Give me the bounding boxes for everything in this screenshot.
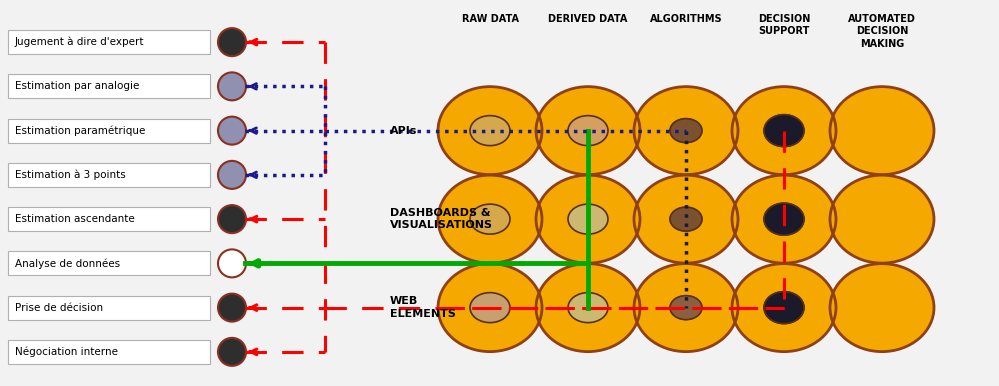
FancyBboxPatch shape bbox=[8, 119, 210, 142]
FancyBboxPatch shape bbox=[8, 74, 210, 98]
Ellipse shape bbox=[536, 86, 640, 174]
Ellipse shape bbox=[536, 264, 640, 352]
Text: DASHBOARDS &
VISUALISATIONS: DASHBOARDS & VISUALISATIONS bbox=[390, 208, 493, 230]
FancyBboxPatch shape bbox=[8, 30, 210, 54]
Text: Négociation interne: Négociation interne bbox=[15, 347, 118, 357]
Ellipse shape bbox=[470, 293, 510, 323]
Ellipse shape bbox=[670, 296, 702, 320]
Text: Prise de décision: Prise de décision bbox=[15, 303, 103, 313]
Text: Estimation ascendante: Estimation ascendante bbox=[15, 214, 135, 224]
Ellipse shape bbox=[438, 175, 542, 263]
Circle shape bbox=[219, 295, 245, 321]
Ellipse shape bbox=[568, 204, 608, 234]
Circle shape bbox=[219, 162, 245, 188]
Text: DECISION
SUPPORT: DECISION SUPPORT bbox=[758, 14, 810, 36]
Ellipse shape bbox=[830, 86, 934, 174]
Ellipse shape bbox=[764, 292, 804, 323]
Ellipse shape bbox=[830, 264, 934, 352]
Text: Estimation paramétrique: Estimation paramétrique bbox=[15, 125, 146, 136]
Ellipse shape bbox=[634, 264, 738, 352]
Text: AUTOMATED
DECISION
MAKING: AUTOMATED DECISION MAKING bbox=[848, 14, 916, 49]
FancyBboxPatch shape bbox=[8, 296, 210, 320]
Circle shape bbox=[219, 206, 245, 232]
Text: APIs: APIs bbox=[390, 125, 418, 135]
FancyBboxPatch shape bbox=[8, 251, 210, 275]
Ellipse shape bbox=[568, 116, 608, 146]
Text: Estimation à 3 points: Estimation à 3 points bbox=[15, 169, 126, 180]
Text: RAW DATA: RAW DATA bbox=[462, 14, 518, 24]
Ellipse shape bbox=[470, 204, 510, 234]
Text: Estimation par analogie: Estimation par analogie bbox=[15, 81, 140, 91]
Circle shape bbox=[219, 339, 245, 365]
Ellipse shape bbox=[438, 264, 542, 352]
Ellipse shape bbox=[634, 86, 738, 174]
Ellipse shape bbox=[634, 175, 738, 263]
Ellipse shape bbox=[568, 293, 608, 323]
FancyBboxPatch shape bbox=[8, 163, 210, 187]
Circle shape bbox=[219, 251, 245, 276]
Circle shape bbox=[219, 118, 245, 144]
Ellipse shape bbox=[764, 115, 804, 147]
Ellipse shape bbox=[732, 86, 836, 174]
Text: DERIVED DATA: DERIVED DATA bbox=[548, 14, 627, 24]
Ellipse shape bbox=[764, 203, 804, 235]
Ellipse shape bbox=[732, 264, 836, 352]
FancyBboxPatch shape bbox=[8, 340, 210, 364]
Ellipse shape bbox=[830, 175, 934, 263]
Ellipse shape bbox=[670, 207, 702, 231]
Circle shape bbox=[219, 29, 245, 55]
Ellipse shape bbox=[536, 175, 640, 263]
Ellipse shape bbox=[438, 86, 542, 174]
Text: Analyse de données: Analyse de données bbox=[15, 258, 120, 269]
Ellipse shape bbox=[732, 175, 836, 263]
Text: ALGORITHMS: ALGORITHMS bbox=[649, 14, 722, 24]
Circle shape bbox=[219, 73, 245, 99]
Text: Jugement à dire d'expert: Jugement à dire d'expert bbox=[15, 37, 145, 47]
FancyBboxPatch shape bbox=[8, 207, 210, 231]
Ellipse shape bbox=[670, 119, 702, 142]
Text: WEB
ELEMENTS: WEB ELEMENTS bbox=[390, 296, 456, 319]
Ellipse shape bbox=[470, 116, 510, 146]
